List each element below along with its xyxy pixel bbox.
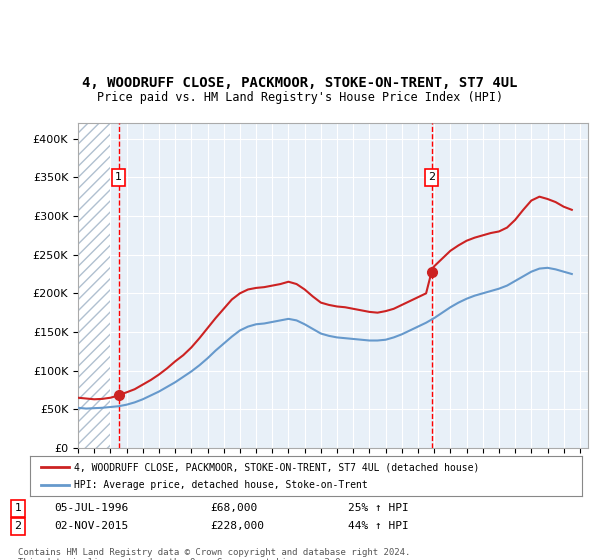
- Text: 02-NOV-2015: 02-NOV-2015: [54, 521, 128, 531]
- Text: 44% ↑ HPI: 44% ↑ HPI: [348, 521, 409, 531]
- Text: £68,000: £68,000: [210, 503, 257, 514]
- Text: 2: 2: [428, 172, 435, 183]
- Text: 1: 1: [115, 172, 122, 183]
- Text: Price paid vs. HM Land Registry's House Price Index (HPI): Price paid vs. HM Land Registry's House …: [97, 91, 503, 104]
- Text: £228,000: £228,000: [210, 521, 264, 531]
- Bar: [78, 123, 110, 448]
- Text: 2: 2: [14, 521, 22, 531]
- Text: HPI: Average price, detached house, Stoke-on-Trent: HPI: Average price, detached house, Stok…: [74, 479, 368, 489]
- Text: 4, WOODRUFF CLOSE, PACKMOOR, STOKE-ON-TRENT, ST7 4UL: 4, WOODRUFF CLOSE, PACKMOOR, STOKE-ON-TR…: [82, 76, 518, 90]
- Text: 05-JUL-1996: 05-JUL-1996: [54, 503, 128, 514]
- Text: Contains HM Land Registry data © Crown copyright and database right 2024.
This d: Contains HM Land Registry data © Crown c…: [18, 548, 410, 560]
- Bar: [78, 123, 110, 448]
- Text: 4, WOODRUFF CLOSE, PACKMOOR, STOKE-ON-TRENT, ST7 4UL (detached house): 4, WOODRUFF CLOSE, PACKMOOR, STOKE-ON-TR…: [74, 463, 479, 473]
- Text: 25% ↑ HPI: 25% ↑ HPI: [348, 503, 409, 514]
- Text: 1: 1: [14, 503, 22, 514]
